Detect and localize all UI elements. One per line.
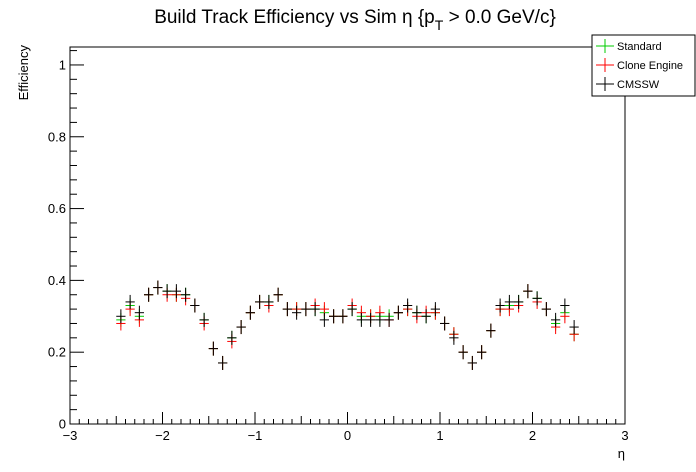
data-point xyxy=(144,287,154,302)
y-tick-label: 0.4 xyxy=(48,273,66,288)
data-point xyxy=(347,302,357,317)
data-point xyxy=(541,302,551,317)
data-point xyxy=(356,312,366,327)
data-point xyxy=(458,345,468,360)
data-point xyxy=(366,312,376,327)
data-point xyxy=(532,291,542,306)
x-tick-label: 2 xyxy=(529,428,536,443)
data-point xyxy=(430,302,440,317)
data-point xyxy=(292,305,302,320)
chart-title: Build Track Efficiency vs Sim η {pT > 0.… xyxy=(154,7,556,33)
x-tick-label: −3 xyxy=(63,428,78,443)
data-point xyxy=(134,305,144,320)
data-point xyxy=(171,284,181,299)
data-point xyxy=(255,294,265,309)
series-cmssw xyxy=(116,280,579,370)
data-point xyxy=(467,355,477,370)
data-point xyxy=(329,309,339,324)
data-point xyxy=(190,298,200,313)
series-layer xyxy=(116,280,579,370)
y-axis-label: Efficiency xyxy=(16,45,31,101)
data-point xyxy=(384,312,394,327)
y-tick-label: 0.6 xyxy=(48,201,66,216)
y-axis: 0 0.2 0.4 0.6 0.8 1 xyxy=(48,50,84,432)
data-point xyxy=(153,280,163,295)
x-axis: −3 −2 −1 0 1 2 3 xyxy=(63,412,629,443)
legend-label: Clone Engine xyxy=(617,60,683,72)
data-point xyxy=(375,312,385,327)
data-point xyxy=(551,312,561,327)
data-point xyxy=(245,305,255,320)
data-point xyxy=(449,330,459,345)
data-point xyxy=(162,284,172,299)
x-tick-label: 0 xyxy=(344,428,351,443)
data-point xyxy=(282,302,292,317)
y-tick-label: 0.2 xyxy=(48,345,66,360)
legend-label: CMSSW xyxy=(617,79,660,91)
data-point xyxy=(477,345,487,360)
data-point xyxy=(264,294,274,309)
data-point xyxy=(273,287,283,302)
data-point xyxy=(393,305,403,320)
data-point xyxy=(116,309,126,324)
data-point xyxy=(560,298,570,313)
x-tick-label: 3 xyxy=(621,428,628,443)
legend-entry: Clone Engine xyxy=(596,58,683,72)
y-tick-label: 0 xyxy=(59,417,66,432)
data-point xyxy=(199,312,209,327)
data-point xyxy=(504,294,514,309)
legend: Standard Clone Engine CMSSW xyxy=(591,34,696,97)
y-tick-label: 1 xyxy=(59,57,66,72)
data-point xyxy=(495,298,505,313)
data-point xyxy=(208,341,218,356)
x-tick-label: −1 xyxy=(248,428,263,443)
data-point xyxy=(125,294,135,309)
data-point xyxy=(421,309,431,324)
data-point xyxy=(310,302,320,317)
data-point xyxy=(440,316,450,331)
data-point xyxy=(569,320,579,335)
data-point xyxy=(338,309,348,324)
data-point xyxy=(301,302,311,317)
x-tick-label: −2 xyxy=(155,428,170,443)
data-point xyxy=(319,312,329,327)
y-tick-label: 0.8 xyxy=(48,129,66,144)
data-point xyxy=(523,284,533,299)
data-point xyxy=(486,323,496,338)
data-point xyxy=(403,298,413,313)
data-point xyxy=(181,287,191,302)
legend-entry: CMSSW xyxy=(596,77,660,91)
data-point xyxy=(218,355,228,370)
legend-label: Standard xyxy=(617,41,662,53)
x-axis-label: η xyxy=(618,446,625,461)
x-tick-label: 1 xyxy=(436,428,443,443)
legend-entry: Standard xyxy=(596,39,662,53)
data-point xyxy=(236,320,246,335)
data-point xyxy=(514,294,524,309)
data-point xyxy=(227,330,237,345)
data-point xyxy=(412,305,422,320)
